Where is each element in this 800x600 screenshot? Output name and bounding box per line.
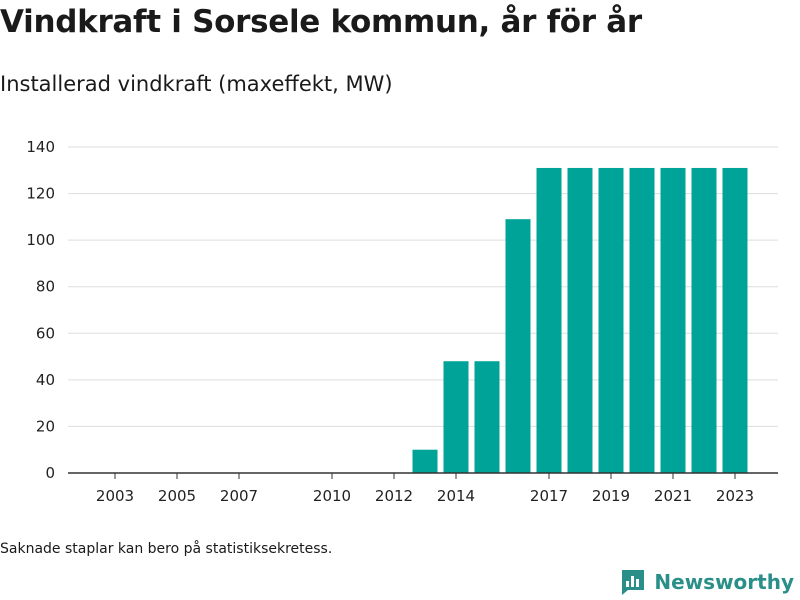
brand-name: Newsworthy: [654, 570, 794, 594]
y-tick-label: 140: [26, 138, 55, 156]
bar-2023: [722, 167, 748, 473]
y-tick-label: 20: [36, 417, 55, 435]
bar-2020: [629, 167, 655, 473]
y-tick-label: 100: [26, 231, 55, 249]
y-tick-label: 120: [26, 185, 55, 203]
chart-title: Vindkraft i Sorsele kommun, år för år: [0, 4, 642, 40]
bar-chart-logo-icon: [622, 570, 645, 595]
y-tick-label: 80: [36, 278, 55, 296]
x-axis-ticks: 2003 2005 2007 2010 2012 2014 2017 2019 2021 2023: [96, 473, 754, 505]
bar-2018: [567, 167, 593, 473]
y-tick-label: 40: [36, 371, 55, 389]
bar-2022: [691, 167, 717, 473]
bar-2021: [660, 167, 686, 473]
x-tick-label: 2003: [96, 487, 134, 505]
bar-2016: [505, 219, 531, 473]
x-tick-label: 2021: [654, 487, 692, 505]
x-tick-label: 2005: [158, 487, 196, 505]
bar-2015: [474, 361, 500, 473]
x-tick-label: 2017: [530, 487, 568, 505]
bar-2013: [412, 449, 438, 473]
gridlines: [68, 146, 778, 427]
bar-2017: [536, 167, 562, 473]
x-tick-label: 2014: [437, 487, 475, 505]
x-tick-label: 2010: [313, 487, 351, 505]
brand-logo[interactable]: Newsworthy: [620, 568, 794, 596]
x-tick-label: 2019: [592, 487, 630, 505]
x-tick-label: 2012: [375, 487, 413, 505]
bars: [412, 167, 748, 473]
bar-2014: [443, 361, 469, 473]
x-tick-label: 2007: [220, 487, 258, 505]
y-tick-label: 0: [45, 464, 55, 482]
footnote: Saknade staplar kan bero på statistiksek…: [0, 541, 333, 557]
y-tick-label: 60: [36, 324, 55, 342]
y-axis-ticks: 0 20 40 60 80 100 120 140: [26, 138, 55, 482]
chart-subtitle: Installerad vindkraft (maxeffekt, MW): [0, 72, 393, 96]
bar-2019: [598, 167, 624, 473]
x-tick-label: 2023: [716, 487, 754, 505]
